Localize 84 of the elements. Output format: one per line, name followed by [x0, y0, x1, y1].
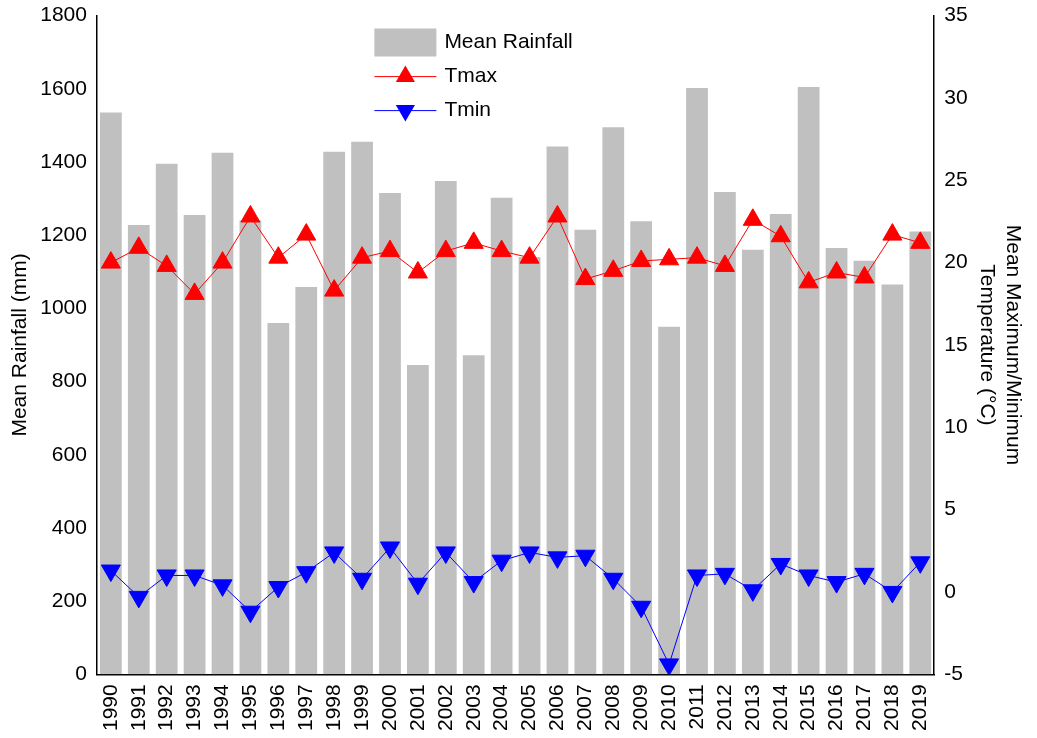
x-tick-label: 1997	[293, 684, 317, 731]
x-tick-label: 1994	[209, 683, 233, 731]
x-tick-label: 2016	[823, 684, 847, 731]
bar	[351, 141, 373, 675]
x-tick-label: 2005	[516, 684, 540, 731]
bar	[602, 127, 625, 675]
x-tick-label: 2018	[879, 684, 903, 731]
x-tick-label: 2007	[572, 684, 596, 731]
bar	[658, 326, 680, 675]
x-tick-label: 2010	[655, 684, 679, 731]
bar	[155, 163, 178, 675]
y2-tick-label: 30	[944, 84, 968, 108]
x-tick-label: 2015	[795, 684, 819, 731]
y2-tick-label: 25	[944, 167, 968, 191]
y2-axis-title: Mean Maximum/Minimum Temperature (°C)	[977, 224, 1026, 466]
y-tick-label: 1800	[40, 2, 87, 26]
bar	[686, 88, 708, 675]
y-tick-label: 1000	[40, 295, 87, 319]
x-tick-label: 2004	[488, 683, 512, 731]
bar	[630, 221, 653, 675]
y-tick-label: 1600	[40, 75, 87, 99]
x-tick-label: 2013	[739, 684, 763, 731]
y-tick-label: 1400	[40, 148, 87, 172]
y2-tick-label: 15	[944, 331, 968, 355]
bar	[853, 260, 876, 675]
bar	[267, 322, 290, 675]
bar	[714, 191, 736, 675]
x-tick-label: 2003	[460, 684, 484, 731]
x-tick-label: 1996	[265, 684, 289, 731]
bar	[183, 215, 206, 675]
x-tick-label: 2014	[767, 683, 791, 731]
y2-tick-label: 10	[944, 414, 968, 438]
y2-tick-label: 20	[944, 249, 968, 273]
x-tick-label: 1991	[125, 684, 149, 731]
bar	[239, 220, 262, 675]
y2-tick-label: 35	[944, 2, 968, 26]
bar	[490, 197, 513, 675]
x-tick-label: 2008	[600, 684, 624, 731]
x-tick-label: 1990	[97, 684, 121, 731]
bar	[379, 193, 401, 675]
legend-label: Mean Rainfall	[444, 29, 573, 53]
bar	[825, 247, 848, 675]
bar	[518, 257, 541, 675]
x-tick-label: 2001	[404, 684, 428, 731]
legend-label: Tmax	[444, 63, 498, 87]
x-tick-label: 1993	[181, 684, 205, 731]
bar	[574, 229, 597, 675]
y2-tick-label: 5	[944, 496, 956, 520]
x-tick-label: 2012	[711, 684, 735, 731]
x-tick-label: 2006	[544, 684, 568, 731]
x-tick-label: 2002	[432, 684, 456, 731]
bar	[295, 287, 318, 675]
y-tick-label: 1200	[40, 221, 87, 245]
y-tick-label: 600	[51, 441, 87, 465]
y-tick-label: 200	[51, 587, 87, 611]
bar	[881, 284, 904, 675]
y-axis-title: Mean Rainfall (mm)	[7, 253, 31, 437]
x-tick-label: 2019	[907, 684, 931, 731]
bar	[127, 224, 150, 675]
bar	[909, 231, 932, 675]
bar	[546, 146, 569, 675]
bar	[741, 249, 764, 675]
y-tick-label: 0	[75, 661, 87, 685]
bar	[769, 213, 792, 675]
bar	[211, 152, 234, 675]
bar	[407, 365, 429, 675]
y2-tick-label: -5	[944, 661, 963, 685]
x-tick-label: 1992	[153, 684, 177, 731]
x-tick-label: 2017	[851, 684, 875, 731]
x-tick-label: 1995	[237, 684, 261, 731]
x-tick-label: 1998	[320, 684, 344, 731]
y2-tick-label: 0	[944, 578, 956, 602]
y-tick-label: 800	[51, 368, 87, 392]
bar	[797, 86, 820, 675]
y-tick-label: 400	[51, 514, 87, 538]
x-tick-label: 2009	[627, 684, 651, 731]
bar	[323, 151, 346, 675]
bar	[462, 355, 485, 675]
legend-label: Tmin	[444, 97, 492, 121]
x-tick-label: 2000	[376, 684, 400, 731]
x-tick-label: 2011	[683, 684, 707, 730]
bar	[434, 181, 457, 675]
x-tick-label: 1999	[348, 684, 372, 731]
bar	[99, 112, 122, 675]
